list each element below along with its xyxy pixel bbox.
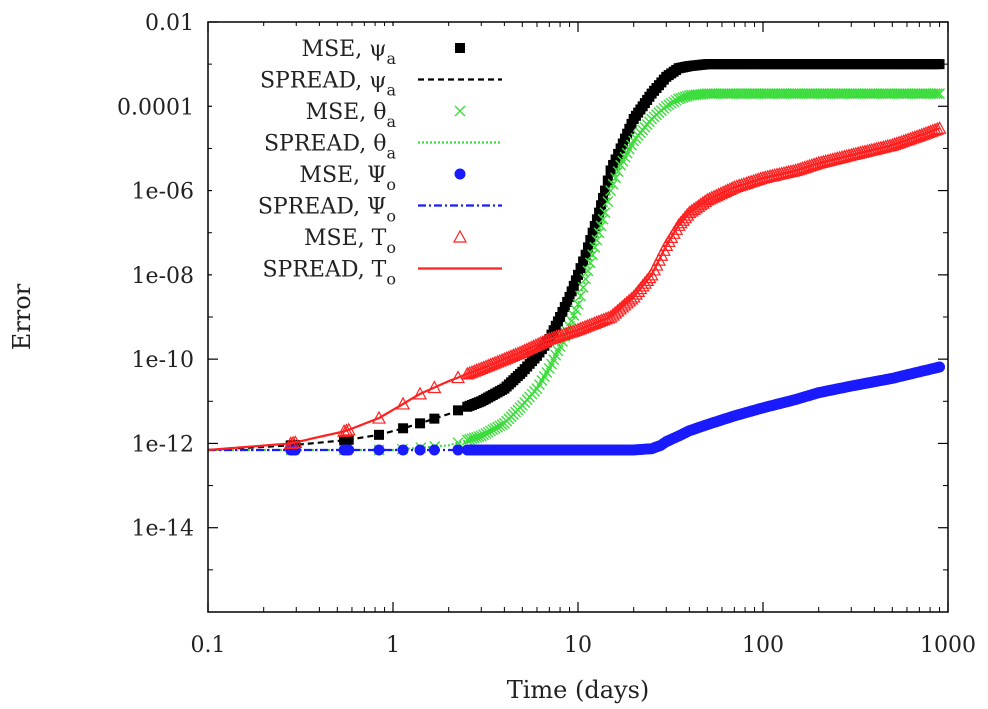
series-point (934, 59, 945, 70)
series-point (608, 159, 619, 170)
series-line (208, 62, 940, 452)
series-point (622, 293, 637, 307)
series-line (208, 92, 940, 452)
series-point (682, 205, 697, 219)
legend-label: SPREAD, ψa (260, 69, 396, 100)
series-8 (208, 127, 940, 452)
series-point (930, 121, 945, 135)
y-tick-label: 1e-06 (132, 180, 194, 205)
x-tick-label: 1000 (920, 633, 976, 658)
legend-item: MSE, ψa (302, 37, 465, 68)
y-tick-label: 1e-14 (132, 517, 194, 542)
series-point (452, 444, 464, 456)
series-point (624, 291, 639, 305)
series-point (681, 90, 693, 102)
series-point (496, 419, 508, 431)
series-point (596, 200, 607, 211)
y-tick-label: 0.0001 (117, 95, 194, 120)
legend-marker-sample (452, 229, 468, 243)
y-tick-label: 0.01 (145, 11, 194, 36)
series-point (689, 200, 704, 214)
legend-item: SPREAD, Ψo (258, 195, 502, 226)
series-4 (208, 92, 940, 452)
legend-item: SPREAD, θa (264, 132, 502, 163)
series-point (589, 241, 601, 253)
series-5 (285, 361, 946, 456)
y-tick-label: 1e-08 (132, 264, 194, 289)
legend-label: MSE, ψa (302, 37, 397, 68)
x-tick-label: 0.1 (191, 633, 226, 658)
series-point (934, 361, 946, 373)
series-point (610, 172, 622, 184)
legend-item: MSE, To (304, 226, 468, 257)
series-point (677, 92, 689, 104)
y-tick-label: 1e-12 (132, 432, 194, 457)
x-tick-label: 10 (564, 633, 592, 658)
legend-marker-sample (454, 168, 466, 180)
series-point (642, 270, 657, 284)
series-point (594, 207, 605, 218)
series-point (373, 444, 385, 456)
series-point (686, 202, 701, 216)
legend-label: MSE, Ψo (299, 163, 396, 194)
series-point (584, 257, 596, 269)
series-point (660, 100, 672, 112)
series-point (575, 290, 587, 302)
x-axis-title: Time (days) (507, 676, 650, 704)
legend-item: SPREAD, ψa (260, 69, 502, 100)
series-point (572, 298, 584, 310)
x-tick-label: 1 (386, 633, 400, 658)
series-point (429, 413, 440, 424)
series-point (934, 88, 946, 100)
series-point (559, 301, 570, 312)
series-point (555, 312, 566, 322)
series-point (929, 88, 941, 100)
series-point (578, 256, 589, 267)
series-point (597, 213, 609, 225)
legend-label: SPREAD, To (262, 258, 396, 289)
series-point (599, 207, 611, 219)
legend-marker-sample (454, 105, 466, 117)
legend-background (212, 26, 512, 290)
series-point (607, 178, 619, 190)
series-layer (208, 59, 947, 456)
legend-item: MSE, θa (306, 100, 466, 131)
series-2 (208, 62, 940, 452)
series-point (587, 227, 598, 238)
y-tick-label: 1e-10 (132, 348, 194, 373)
series-point (673, 93, 685, 105)
legend-label: MSE, To (304, 226, 396, 257)
x-tick-label: 100 (742, 633, 784, 658)
legend-item: SPREAD, To (262, 258, 502, 289)
ticks-layer: 0.1 1 10 100 1000 0.01 0.0001 1e-06 1e-08 1e-10 1e… (117, 11, 976, 658)
series-point (684, 203, 699, 217)
series-point (587, 249, 599, 261)
series-point (932, 121, 947, 134)
series-point (691, 199, 706, 212)
legend-label: SPREAD, Ψo (258, 195, 396, 226)
series-point (398, 423, 409, 434)
series-point (564, 291, 575, 302)
series-line (208, 127, 940, 452)
legend-label: SPREAD, θa (264, 132, 396, 163)
legend-item: MSE, Ψo (299, 163, 466, 194)
legend-label: MSE, θa (306, 100, 397, 131)
legend-marker-sample (455, 43, 465, 53)
y-axis-title: Error (8, 283, 36, 350)
series-point (570, 275, 581, 286)
